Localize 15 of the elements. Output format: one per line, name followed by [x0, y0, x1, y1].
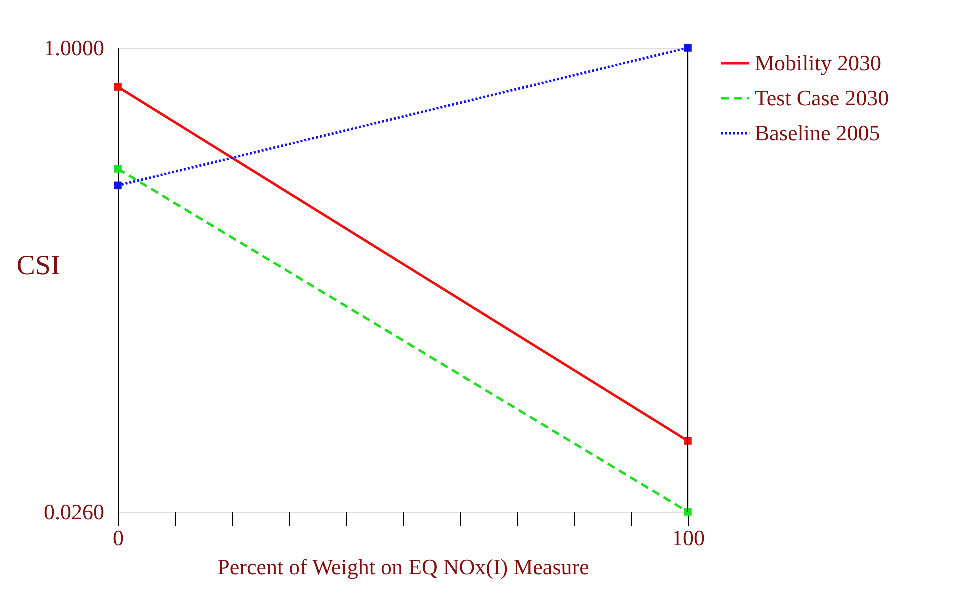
x-tick-label: 100: [672, 526, 705, 550]
point: [114, 165, 122, 173]
y-tick-label: 0.0260: [44, 500, 104, 524]
legend-label: Mobility 2030: [755, 50, 882, 76]
x-axis-title: Percent of Weight on EQ NOx(I) Measure: [218, 554, 590, 580]
x-tick-label: 0: [113, 526, 124, 550]
y-axis-title: CSI: [16, 250, 60, 282]
point: [114, 182, 122, 190]
point: [684, 437, 692, 445]
legend-label: Test Case 2030: [755, 86, 890, 110]
y-tick-label: 1.0000: [44, 36, 104, 60]
point: [684, 44, 692, 52]
legend-label: Baseline 2005: [755, 120, 880, 146]
point: [684, 508, 692, 516]
point: [114, 83, 122, 91]
